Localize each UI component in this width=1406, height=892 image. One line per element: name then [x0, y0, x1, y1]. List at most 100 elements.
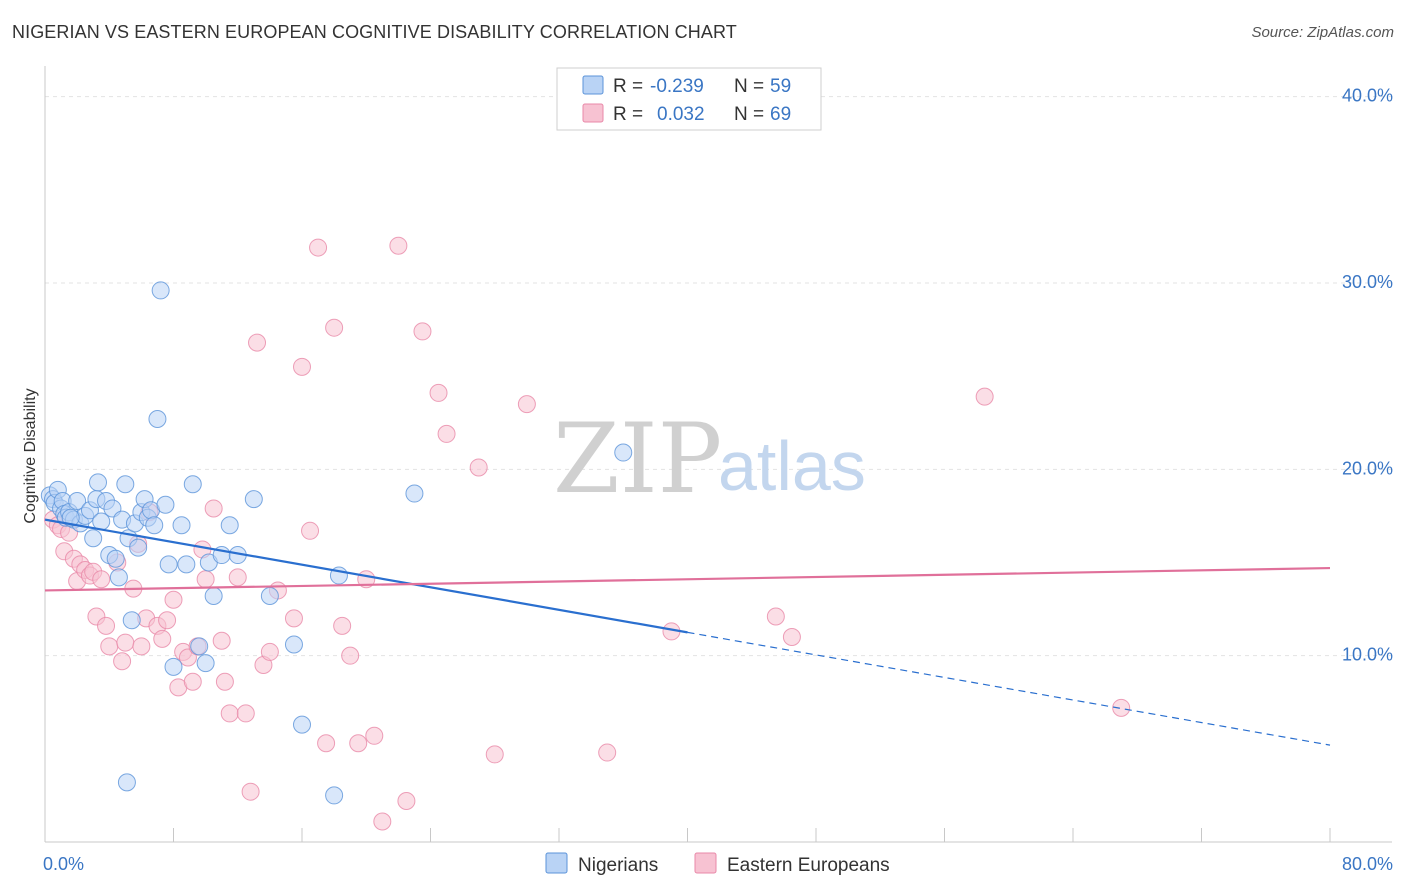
- eastern-point-26: [164, 590, 183, 609]
- nigerian-point-45: [204, 587, 223, 606]
- eastern-point-56: [373, 812, 392, 831]
- series-legend: Nigerians Eastern Europeans: [545, 852, 890, 876]
- y-tick-labels: 10.0% 20.0% 30.0% 40.0%: [1342, 86, 1393, 665]
- eastern-point-13: [97, 616, 116, 635]
- nigerian-point-58: [61, 508, 80, 527]
- series-eastern-europeans: [44, 236, 1131, 831]
- eastern-point-39: [236, 704, 255, 723]
- eastern-point-55: [365, 726, 384, 745]
- nigerian-point-57: [117, 773, 136, 792]
- nigerian-point-37: [159, 555, 178, 574]
- nigerian-point-41: [183, 475, 202, 494]
- eastern-point-30: [183, 672, 202, 691]
- eastern-point-67: [766, 607, 785, 626]
- eastern-point-69: [975, 387, 994, 406]
- nigerian-point-34: [148, 410, 167, 429]
- legend-r-value-nigerians: -0.239: [650, 76, 704, 97]
- nigerian-point-52: [293, 715, 311, 734]
- series-legend-label-nigerians: Nigerians: [578, 855, 658, 876]
- legend-n-value-eastern-europeans: 69: [770, 104, 791, 125]
- axes: [44, 66, 1392, 843]
- nigerian-point-22: [109, 568, 128, 587]
- legend-n-label-eastern-europeans: N =: [734, 104, 764, 125]
- nigerian-point-55: [405, 484, 424, 503]
- eastern-point-64: [517, 395, 536, 414]
- eastern-point-41: [248, 333, 267, 352]
- watermark: ZIP atlas: [553, 403, 866, 515]
- source-credit: Source: ZipAtlas.com: [1251, 24, 1394, 41]
- eastern-point-65: [598, 743, 617, 762]
- nigerian-point-38: [164, 657, 183, 676]
- nigerian-point-35: [151, 281, 170, 300]
- legend-n-label-nigerians: N =: [734, 76, 764, 97]
- eastern-point-24: [153, 629, 172, 648]
- eastern-point-14: [100, 637, 119, 656]
- nigerian-point-50: [260, 587, 279, 606]
- eastern-point-48: [309, 238, 328, 257]
- eastern-point-34: [204, 499, 223, 518]
- series-nigerians: [40, 281, 633, 805]
- nigerian-point-51: [284, 635, 303, 654]
- eastern-point-57: [389, 236, 408, 255]
- eastern-point-59: [413, 322, 432, 341]
- series-legend-swatch-nigerians: [545, 852, 568, 874]
- eastern-point-60: [429, 383, 448, 402]
- watermark-zip: ZIP: [553, 403, 722, 515]
- eastern-point-12: [92, 570, 111, 589]
- eastern-point-49: [317, 734, 336, 753]
- nigerian-point-56: [614, 443, 633, 462]
- nigerian-point-49: [244, 490, 263, 509]
- trend-lines: [44, 518, 1331, 746]
- legend-swatch-nigerians: [582, 75, 604, 95]
- eastern-point-70: [1112, 698, 1131, 717]
- eastern-point-38: [228, 568, 247, 587]
- legend-r-label-eastern-europeans: R =: [613, 104, 643, 125]
- eastern-point-58: [397, 792, 416, 811]
- nigerian-point-26: [122, 611, 141, 630]
- eastern-point-45: [284, 609, 303, 628]
- y-axis-label: Cognitive Disability: [22, 388, 39, 523]
- x-tick-labels: 0.0% 80.0%: [43, 854, 1393, 874]
- legend-r-label-nigerians: R =: [613, 76, 643, 97]
- chart-title: NIGERIAN VS EASTERN EUROPEAN COGNITIVE D…: [12, 22, 737, 42]
- nigerian-point-53: [325, 786, 344, 805]
- eastern-point-20: [132, 637, 151, 656]
- eastern-point-62: [469, 458, 488, 477]
- y-tick-label-1: 20.0%: [1342, 458, 1393, 478]
- watermark-atlas: atlas: [718, 427, 866, 505]
- eastern-point-61: [437, 424, 456, 443]
- eastern-point-43: [260, 642, 279, 661]
- y-tick-label-3: 40.0%: [1342, 86, 1393, 106]
- correlation-legend: R = -0.239 N = 59 R = 0.032 N = 69: [556, 67, 822, 131]
- nigerian-point-14: [84, 529, 103, 548]
- nigerian-point-28: [129, 538, 148, 557]
- legend-n-value-nigerians: 59: [770, 76, 791, 97]
- legend-r-value-eastern-europeans: 0.032: [657, 104, 705, 125]
- eastern-point-52: [341, 646, 360, 665]
- eastern-point-33: [196, 570, 215, 589]
- eastern-point-16: [113, 652, 132, 671]
- eastern-point-46: [293, 357, 311, 376]
- trend-line-nigerians-extrapolated: [687, 631, 1331, 746]
- y-tick-label-0: 10.0%: [1342, 645, 1393, 665]
- eastern-point-63: [485, 745, 504, 764]
- nigerian-point-36: [156, 495, 175, 514]
- y-tick-label-2: 30.0%: [1342, 272, 1393, 292]
- eastern-point-68: [782, 628, 801, 647]
- x-tick-label-1: 80.0%: [1342, 854, 1393, 874]
- eastern-point-50: [325, 318, 344, 337]
- nigerian-point-43: [196, 654, 215, 673]
- series-legend-swatch-eastern-europeans: [694, 852, 717, 874]
- trend-line-eastern-europeans: [44, 566, 1331, 592]
- eastern-point-37: [220, 704, 239, 723]
- trend-line-nigerians: [44, 518, 688, 634]
- grid-lines: [45, 96, 1392, 657]
- nigerian-point-21: [106, 549, 125, 568]
- nigerian-point-10: [68, 491, 87, 510]
- eastern-point-51: [333, 616, 352, 635]
- eastern-point-17: [116, 633, 135, 652]
- nigerian-point-16: [89, 473, 108, 492]
- eastern-point-53: [349, 734, 368, 753]
- eastern-point-35: [212, 631, 231, 650]
- eastern-point-36: [215, 672, 234, 691]
